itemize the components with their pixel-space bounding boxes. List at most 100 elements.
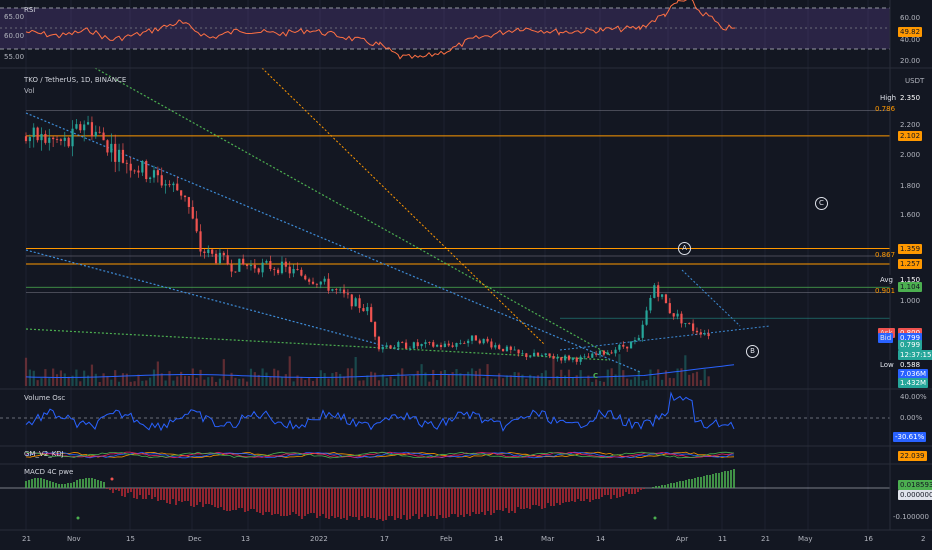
volume-bar bbox=[649, 369, 652, 386]
candle-body bbox=[463, 342, 466, 344]
volume-bar bbox=[86, 375, 90, 386]
x-axis-tick: 21 bbox=[761, 535, 770, 543]
candle-body bbox=[498, 345, 501, 349]
candle-body bbox=[28, 137, 31, 142]
volume-legend[interactable]: Vol bbox=[24, 87, 35, 95]
candle-body bbox=[98, 131, 101, 133]
gm-kdj-pane[interactable] bbox=[25, 451, 735, 459]
volume-bar bbox=[125, 373, 128, 386]
candle-body bbox=[354, 298, 357, 307]
candle-body bbox=[218, 252, 222, 264]
volume-value-label: 1.432M bbox=[898, 378, 929, 388]
macd-pane[interactable] bbox=[0, 469, 890, 521]
wave-marker-b[interactable]: B bbox=[746, 345, 759, 358]
candle-body bbox=[331, 289, 334, 291]
volume-bar bbox=[505, 375, 509, 386]
volume-bar bbox=[556, 375, 559, 386]
volume-bar bbox=[470, 368, 474, 386]
candle-body bbox=[560, 357, 563, 361]
volume-bar bbox=[637, 370, 640, 386]
candle-body bbox=[513, 349, 516, 351]
candle-body bbox=[48, 137, 51, 143]
candle-body bbox=[436, 344, 439, 347]
x-axis-tick: 14 bbox=[494, 535, 503, 543]
price-label-tag: Bid bbox=[878, 332, 894, 343]
volume-bar bbox=[540, 372, 543, 386]
x-axis-tick: Feb bbox=[440, 535, 453, 543]
volume-bar bbox=[180, 371, 183, 386]
candle-body bbox=[482, 338, 485, 344]
volume-bar bbox=[327, 378, 330, 386]
candle-body bbox=[145, 160, 148, 180]
volume-bar bbox=[606, 369, 609, 386]
volume-bar bbox=[110, 379, 113, 386]
volume-bar bbox=[688, 374, 691, 386]
volume-bar bbox=[36, 380, 39, 386]
candle-body bbox=[203, 251, 206, 254]
candle-body bbox=[432, 342, 435, 347]
volume-bar bbox=[238, 378, 241, 386]
volume-bar bbox=[339, 373, 342, 386]
volume-bar bbox=[529, 374, 532, 386]
volume-bar bbox=[657, 369, 660, 386]
volume-bar bbox=[234, 377, 237, 386]
price-pane[interactable] bbox=[24, 67, 890, 386]
trendline-green bbox=[25, 328, 611, 361]
volume-bar bbox=[509, 375, 512, 386]
macd-signal-dot bbox=[76, 516, 80, 520]
volume-osc-tick: 0.00% bbox=[900, 414, 923, 422]
volume-bar bbox=[156, 361, 159, 386]
candle-body bbox=[269, 261, 272, 270]
volume-bar bbox=[532, 376, 536, 386]
volume-bar bbox=[618, 354, 621, 386]
price-label-tag: High bbox=[878, 93, 899, 104]
volume-bar bbox=[222, 359, 225, 386]
volume-bar bbox=[436, 380, 439, 386]
volume-bar bbox=[269, 376, 272, 386]
x-axis-tick: Nov bbox=[67, 535, 81, 543]
candle-body bbox=[288, 266, 291, 274]
volume-bar bbox=[288, 356, 291, 386]
candle-body bbox=[172, 183, 175, 186]
candle-body bbox=[160, 175, 163, 186]
volume-bar bbox=[501, 378, 505, 386]
candle-body bbox=[152, 170, 156, 178]
candle-body bbox=[470, 335, 474, 341]
candle-body bbox=[416, 342, 419, 347]
volume-bar bbox=[366, 375, 369, 386]
candle-body bbox=[292, 268, 295, 274]
symbol-title[interactable]: TKO / TetherUS, 1D, BINANCE bbox=[24, 76, 127, 84]
candle-body bbox=[36, 127, 39, 141]
candle-body bbox=[284, 261, 287, 267]
candle-body bbox=[32, 127, 35, 138]
volume-osc-pane[interactable] bbox=[0, 391, 890, 432]
candle-body bbox=[672, 313, 675, 317]
trendline-blue bbox=[681, 269, 741, 327]
volume-bar bbox=[304, 379, 307, 386]
volume-bar bbox=[467, 371, 470, 386]
candle-body bbox=[571, 357, 574, 360]
volume-bar bbox=[160, 373, 163, 386]
rsi-pane[interactable] bbox=[0, 0, 890, 60]
candle-body bbox=[424, 342, 427, 344]
volume-bar bbox=[149, 377, 152, 386]
volume-bar bbox=[133, 381, 136, 386]
volume-bar bbox=[137, 374, 140, 386]
candle-body bbox=[653, 285, 656, 298]
wave-marker-c[interactable]: C bbox=[815, 197, 828, 210]
macd-signal-dot bbox=[653, 516, 657, 520]
candle-body bbox=[641, 324, 644, 338]
volume-bar bbox=[211, 376, 214, 386]
volume-bar bbox=[261, 368, 264, 386]
volume-bar bbox=[428, 381, 431, 386]
candle-body bbox=[226, 255, 229, 265]
volume-bar bbox=[564, 375, 567, 386]
candle-body bbox=[176, 183, 179, 191]
volume-bar bbox=[498, 373, 501, 386]
volume-bar bbox=[191, 368, 194, 386]
volume-bar bbox=[218, 378, 222, 386]
wave-marker-a[interactable]: A bbox=[678, 242, 691, 255]
x-axis-tick: 2022 bbox=[310, 535, 328, 543]
price-tick: 1.600 bbox=[900, 211, 921, 219]
